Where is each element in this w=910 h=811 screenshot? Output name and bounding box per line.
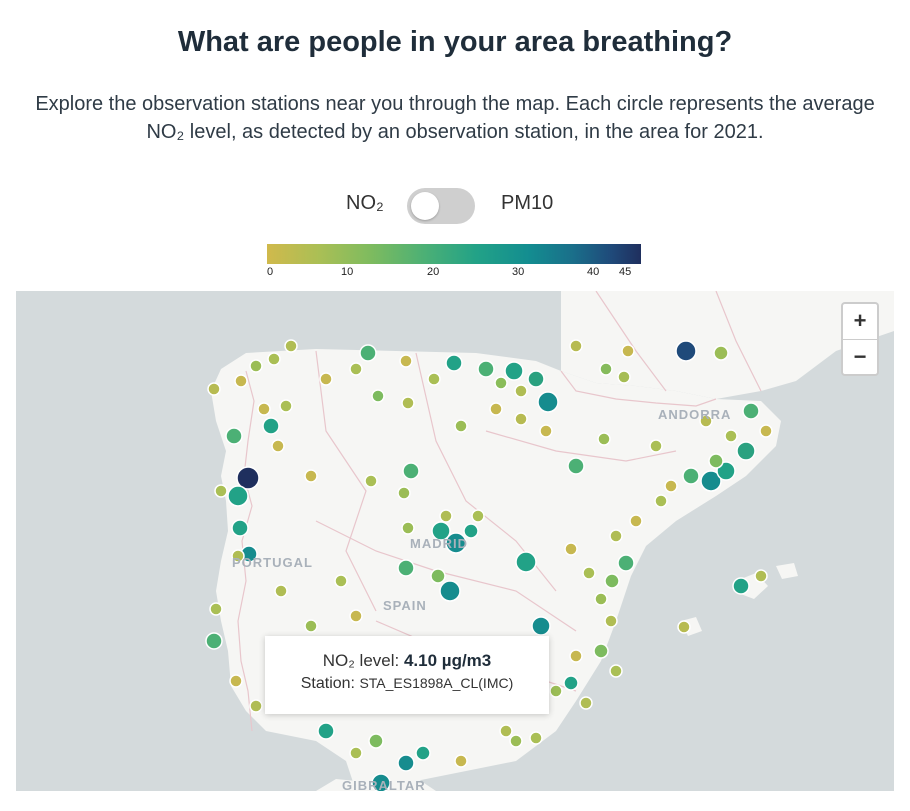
station-map[interactable]: ANDORRA PORTUGAL SPAIN MADRID GIBRALTAR [16, 291, 894, 791]
scale-tick: 40 [587, 266, 600, 278]
color-scale-bar [267, 244, 641, 264]
toggle-knob [411, 192, 439, 220]
scale-tick: 10 [341, 266, 354, 278]
tooltip-station-line: Station: STA_ES1898A_CL(IMC) [265, 675, 549, 693]
map-label-andorra: ANDORRA [658, 407, 732, 422]
color-scale-ticks: 0 10 20 30 40 45 [267, 266, 641, 280]
zoom-out-button[interactable]: − [853, 344, 867, 369]
pollutant-toggle-row: NO₂ PM10 [0, 188, 910, 224]
page-title: What are people in your area breathing? [177, 26, 733, 58]
toggle-label-no2[interactable]: NO₂ [346, 192, 384, 214]
scale-tick: 30 [512, 266, 525, 278]
zoom-in-button[interactable]: + [843, 304, 877, 340]
tooltip-station-id: STA_ES1898A_CL(IMC) [359, 675, 514, 691]
map-label-gibraltar: GIBRALTAR [342, 778, 426, 791]
map-label-spain: SPAIN [383, 598, 427, 613]
station-markers[interactable] [205, 339, 773, 791]
station-tooltip: NO₂ level: 4.10 µg/m3 Station: STA_ES189… [265, 636, 549, 714]
tooltip-metric-label: NO₂ level: [322, 651, 400, 670]
map-label-madrid: MADRID [410, 536, 468, 551]
pollutant-toggle-switch[interactable] [407, 188, 475, 224]
tooltip-metric-value: 4.10 µg/m3 [403, 651, 492, 670]
page-subtitle: Explore the observation stations near yo… [35, 93, 875, 143]
map-label-portugal: PORTUGAL [232, 555, 313, 570]
scale-tick: 45 [619, 266, 632, 278]
tooltip-station-label: Station: [300, 675, 355, 692]
scale-tick: 0 [267, 266, 274, 278]
land [211, 291, 894, 791]
tooltip-metric-line: NO₂ level: 4.10 µg/m3 [265, 651, 549, 671]
zoom-control: + − [841, 302, 879, 376]
toggle-label-pm10[interactable]: PM10 [501, 192, 554, 214]
scale-tick: 20 [427, 266, 440, 278]
